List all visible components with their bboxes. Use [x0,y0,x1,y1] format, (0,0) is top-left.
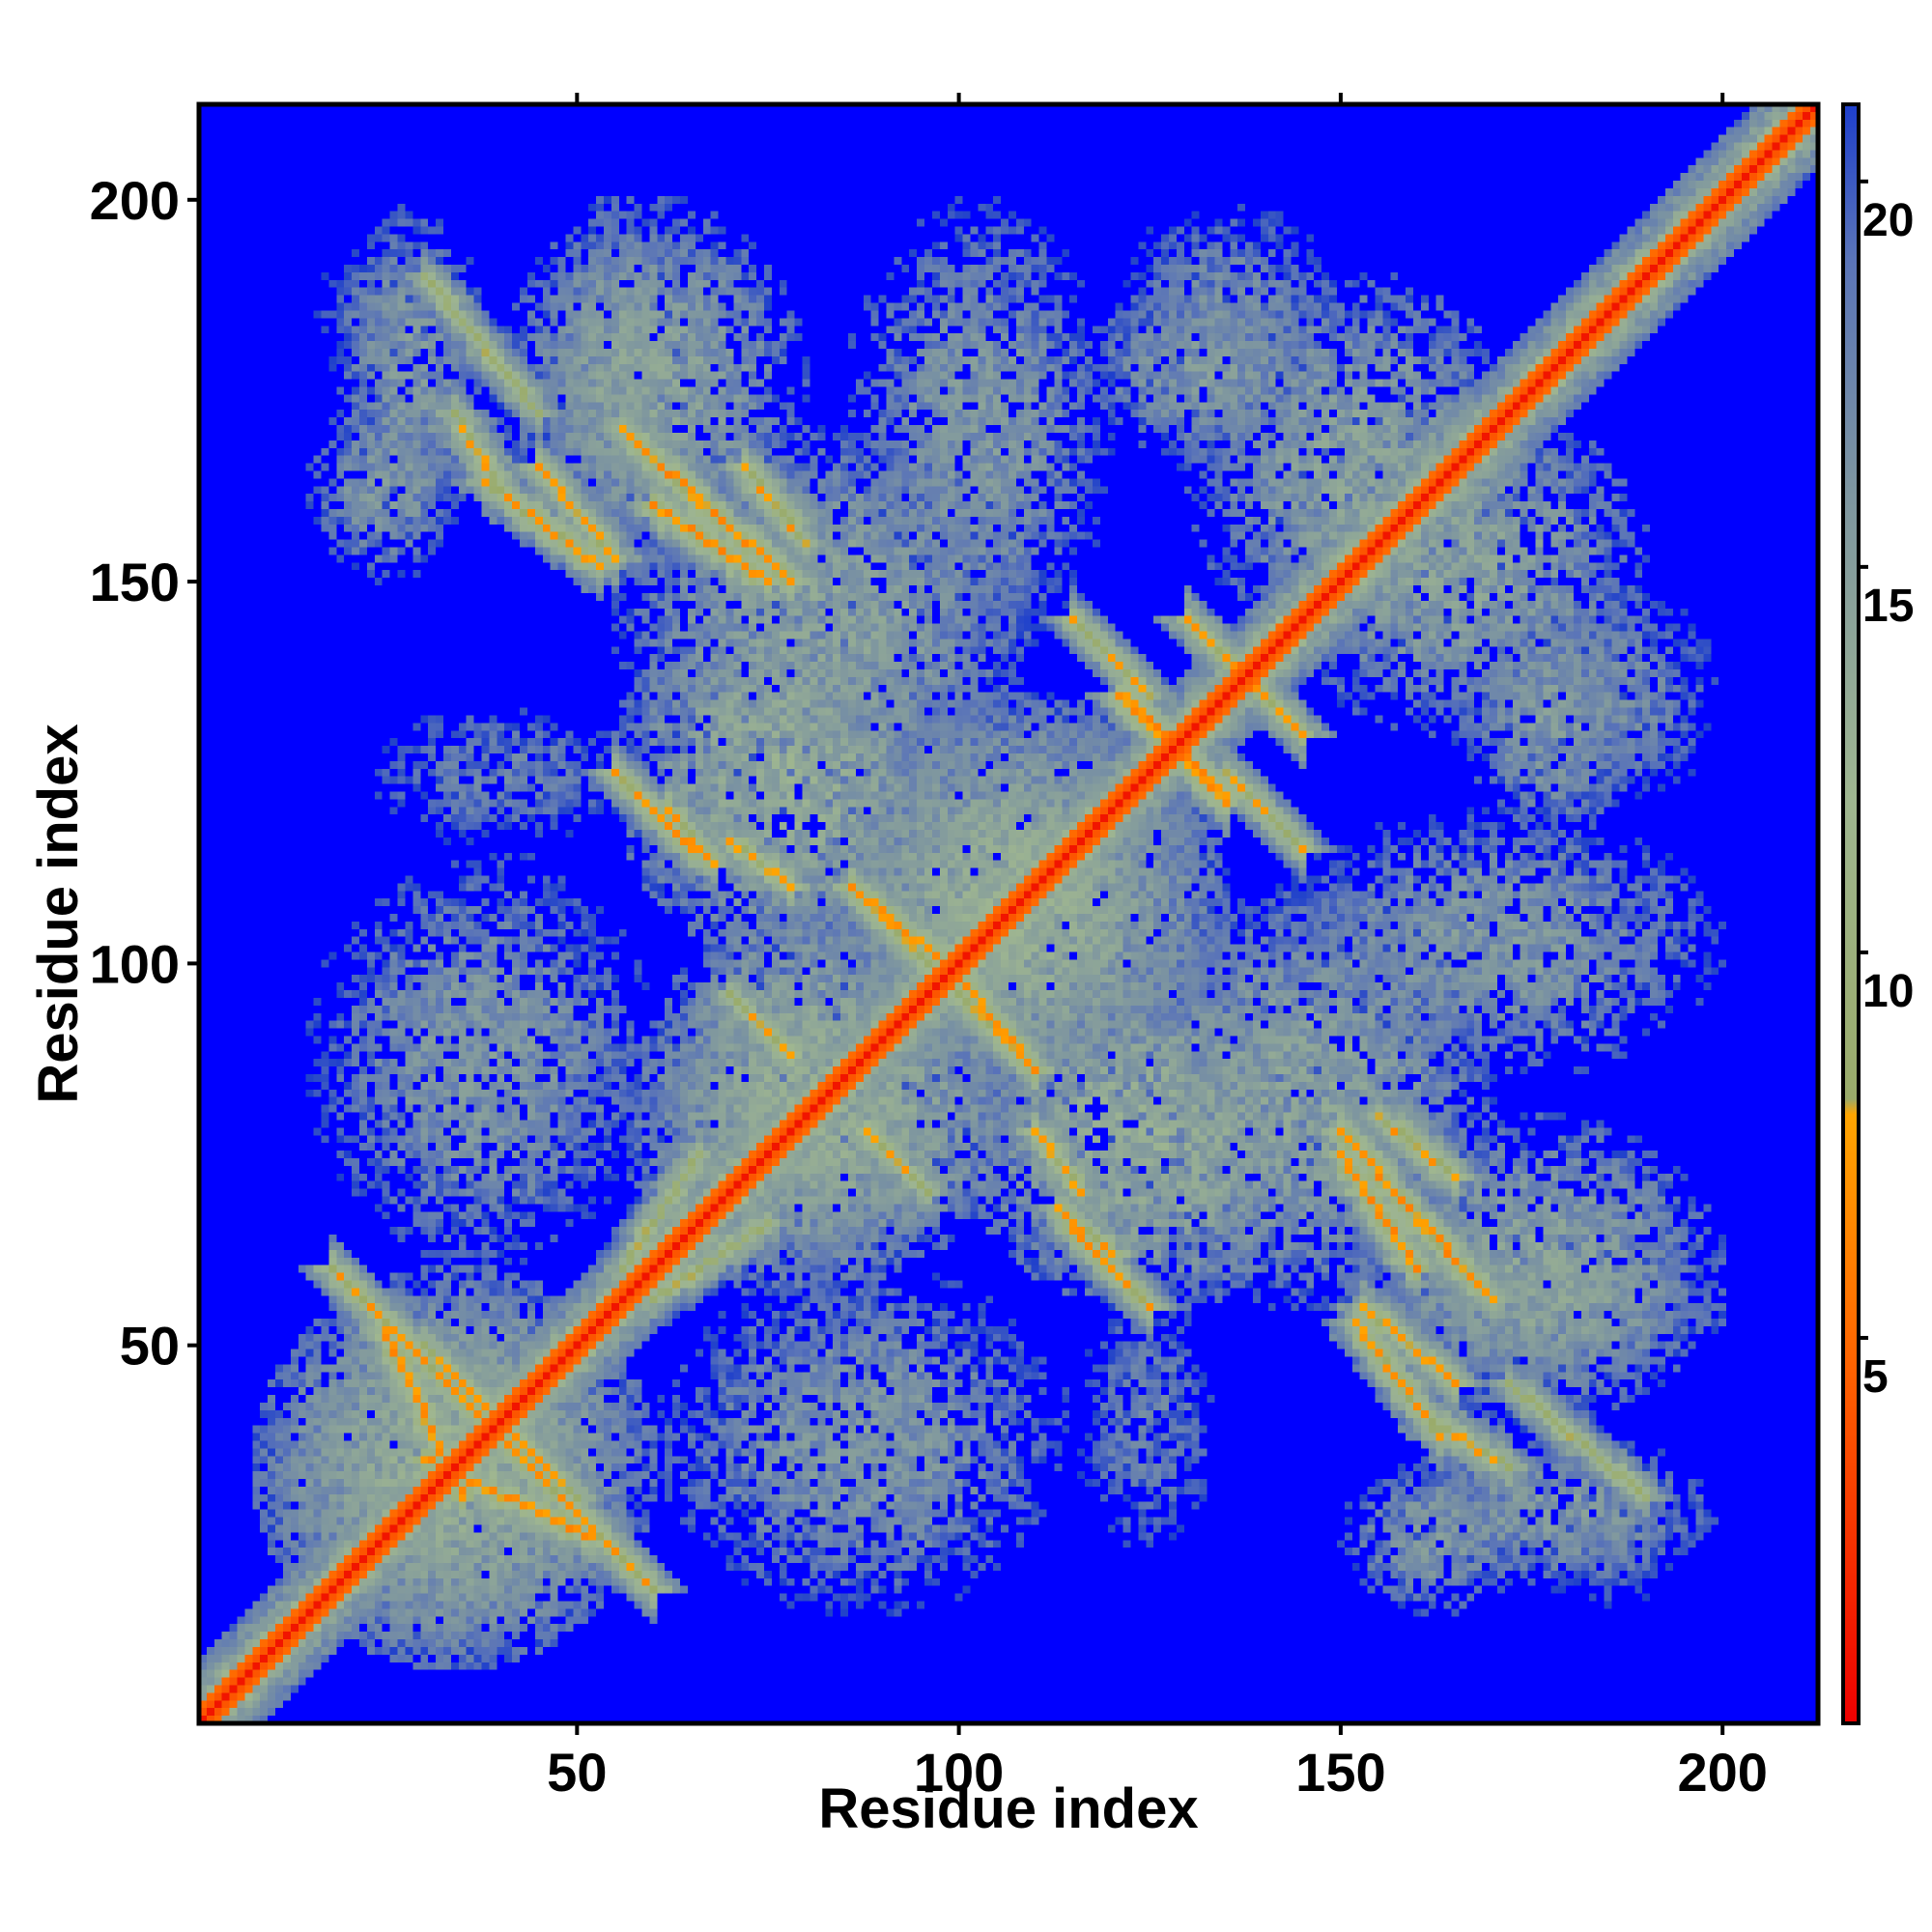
x-tick-label: 50 [547,1742,607,1803]
colorbar-tick-label: 15 [1862,581,1914,632]
heatmap-canvas [199,104,1818,1723]
y-tick-label: 200 [90,170,180,231]
x-tick-label: 100 [914,1742,1004,1803]
x-tick-label: 200 [1677,1742,1767,1803]
colorbar-strip [1841,102,1861,1725]
x-tick-label: 150 [1295,1742,1385,1803]
y-tick-label: 50 [120,1316,180,1377]
colorbar-tick-label: 20 [1862,195,1914,246]
plot-border [196,101,1821,1726]
y-tick-label: 100 [90,933,180,994]
colorbar-tick-label: 5 [1862,1351,1889,1403]
x-axis-title: Residue index [818,1777,1198,1840]
colorbar-tick-label: 10 [1862,966,1914,1017]
y-tick-label: 150 [90,552,180,612]
y-axis-title: Residue index [27,724,90,1103]
